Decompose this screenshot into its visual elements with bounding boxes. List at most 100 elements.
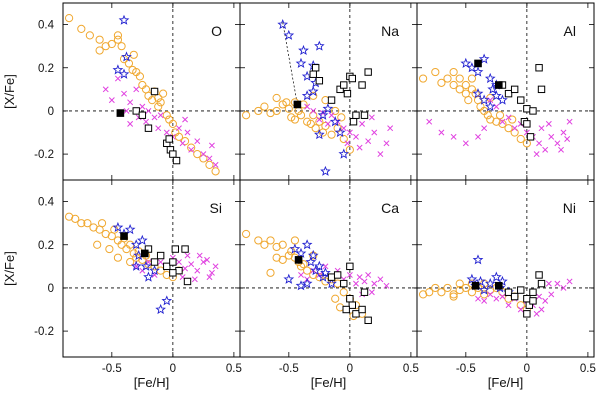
star-point xyxy=(301,277,313,289)
x-axis-label: [Fe/H] xyxy=(311,375,346,390)
circle-point xyxy=(315,273,324,282)
x-tick-label: 0.5 xyxy=(226,363,242,375)
circle-point xyxy=(174,132,184,141)
circle-point xyxy=(299,260,308,269)
circle-point xyxy=(272,106,281,116)
circle-point xyxy=(483,111,492,120)
filled-square-point xyxy=(474,59,482,68)
star-point xyxy=(491,271,502,282)
open-square-point xyxy=(348,301,357,309)
cross-point xyxy=(208,142,215,149)
cross-point xyxy=(346,272,353,278)
cross-point xyxy=(182,265,189,272)
star-point xyxy=(466,273,478,284)
circle-point xyxy=(339,288,348,297)
y-axis-label: [X/Fe] xyxy=(2,74,17,109)
circle-point xyxy=(437,288,446,297)
star-point xyxy=(283,29,295,40)
circle-point xyxy=(449,292,458,301)
x-tick-label: 0 xyxy=(347,363,353,375)
open-square-point xyxy=(523,120,531,128)
star-point xyxy=(124,223,136,235)
cross-point xyxy=(200,259,207,265)
circle-point xyxy=(327,130,336,139)
star-point xyxy=(334,126,346,138)
open-square-point xyxy=(342,305,350,314)
cross-point xyxy=(206,155,213,162)
cross-point xyxy=(475,295,481,302)
cross-point xyxy=(102,86,109,93)
cross-point xyxy=(196,252,203,259)
circle-point xyxy=(498,119,507,128)
star-point xyxy=(317,109,329,120)
circle-point xyxy=(296,111,306,120)
circle-point xyxy=(105,244,114,254)
cross-point xyxy=(133,86,140,93)
cross-point xyxy=(121,90,127,97)
circle-point xyxy=(85,31,94,40)
open-square-point xyxy=(364,68,372,76)
cross-point xyxy=(533,310,540,317)
circle-point xyxy=(311,124,320,133)
circle-point xyxy=(107,39,116,49)
circle-point xyxy=(272,93,281,103)
cross-point xyxy=(127,99,134,106)
open-square-point xyxy=(311,64,320,72)
panel-element-label: O xyxy=(211,23,222,39)
circle-point xyxy=(339,134,348,144)
x-tick-label: 0.5 xyxy=(580,363,596,375)
cross-point xyxy=(548,291,555,298)
open-square-point xyxy=(169,150,177,158)
cross-point xyxy=(194,138,201,145)
cross-point xyxy=(493,295,500,302)
circle-point xyxy=(290,115,300,124)
open-square-point xyxy=(175,266,183,275)
open-square-point xyxy=(529,288,537,296)
open-square-point xyxy=(364,316,372,325)
circle-point xyxy=(303,266,312,275)
circle-point xyxy=(315,117,324,126)
cross-point xyxy=(545,120,552,127)
star-point xyxy=(484,72,496,84)
cross-point xyxy=(359,120,366,127)
open-square-point xyxy=(183,277,192,286)
open-square-point xyxy=(529,297,537,305)
cross-point xyxy=(157,259,164,265)
cross-point xyxy=(560,284,567,291)
circle-point xyxy=(337,113,346,122)
star-point xyxy=(121,51,132,62)
cross-point xyxy=(206,274,213,281)
circle-point xyxy=(464,96,473,105)
open-square-point xyxy=(315,77,324,85)
cross-point xyxy=(548,133,555,140)
filled-square-point xyxy=(293,100,302,109)
cross-point xyxy=(344,140,351,147)
circle-point xyxy=(193,149,202,159)
open-square-point xyxy=(333,271,342,279)
x-tick-label: -0.5 xyxy=(102,363,122,375)
star-point xyxy=(307,85,319,97)
open-square-point xyxy=(150,258,159,266)
cross-point xyxy=(310,107,317,114)
cross-point xyxy=(536,293,543,300)
circle-point xyxy=(480,290,489,299)
cross-point xyxy=(538,306,545,313)
cross-point xyxy=(127,120,134,127)
cross-point xyxy=(139,267,146,274)
y-tick-label: 0 xyxy=(48,106,54,118)
cross-point xyxy=(365,272,372,278)
star-point xyxy=(112,64,124,75)
circle-point xyxy=(437,78,446,87)
circle-point xyxy=(180,137,190,146)
x-tick-label: -0.5 xyxy=(279,363,299,375)
star-point xyxy=(478,53,490,64)
open-square-point xyxy=(523,310,531,318)
cross-point xyxy=(462,140,469,147)
cross-point xyxy=(387,125,394,132)
circle-point xyxy=(93,240,102,249)
y-tick-label: 0.4 xyxy=(38,197,55,209)
star-point xyxy=(118,68,130,79)
open-square-point xyxy=(327,273,336,281)
open-square-point xyxy=(163,262,171,271)
